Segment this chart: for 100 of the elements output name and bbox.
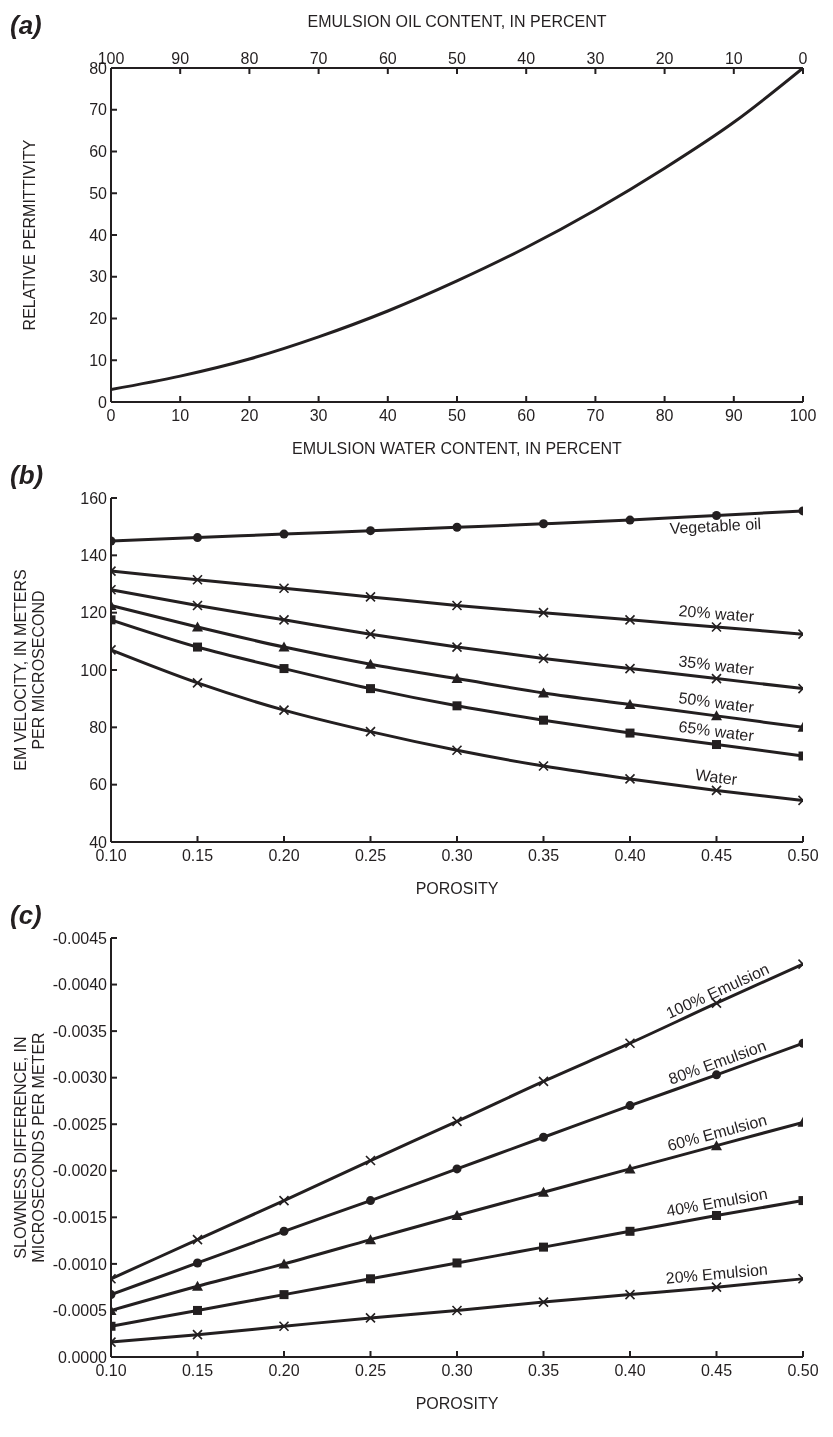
point — [365, 1155, 376, 1166]
point — [278, 641, 290, 652]
y-tick-label: 60 — [89, 776, 108, 794]
point — [193, 1305, 202, 1315]
point — [365, 591, 376, 603]
point — [538, 1186, 549, 1197]
text: Water — [694, 765, 739, 789]
point — [278, 1195, 290, 1206]
point — [192, 677, 203, 689]
point — [279, 529, 289, 539]
x-tick-label: 0.30 — [441, 1362, 473, 1380]
point — [365, 1234, 376, 1245]
point — [192, 1280, 203, 1291]
point — [451, 1209, 463, 1220]
y-tick-label: 10 — [89, 351, 108, 369]
point — [538, 687, 549, 698]
point — [624, 614, 636, 626]
x2-tick-label: 60 — [378, 50, 397, 67]
y-tick-label: 120 — [80, 604, 108, 622]
x-tick-label: 0.30 — [441, 847, 473, 865]
y-axis-title: EM VELOCITY, IN METERS PER MICROSECOND — [12, 569, 47, 771]
y-tick-label: -0.0035 — [52, 1022, 108, 1040]
point — [711, 621, 722, 633]
text: 50% water — [677, 689, 756, 716]
point — [193, 533, 202, 543]
x-tick-label: 0.15 — [181, 847, 214, 865]
point — [538, 653, 549, 664]
x-tick-label: 80 — [655, 407, 674, 425]
y-tick-label: 40 — [89, 226, 108, 244]
y-tick-label: -0.0005 — [52, 1302, 108, 1320]
x-tick-label: 0.25 — [354, 847, 387, 865]
y-tick-label: 50 — [89, 184, 108, 202]
point — [366, 526, 375, 536]
x-tick-label: 0.10 — [95, 1362, 127, 1380]
point — [538, 760, 549, 772]
point — [192, 574, 203, 585]
point — [365, 628, 376, 640]
y-tick-label: 0 — [98, 393, 108, 411]
point — [451, 600, 463, 611]
y-tick-label: 60 — [89, 143, 108, 161]
point — [624, 1037, 636, 1049]
point — [538, 1076, 549, 1087]
x-tick-label: 0.35 — [527, 1362, 560, 1380]
y-tick-label: -0.0030 — [52, 1069, 108, 1087]
point — [711, 1281, 722, 1293]
x2-tick-label: 30 — [586, 50, 605, 67]
point — [278, 1320, 290, 1332]
point — [279, 1290, 289, 1300]
y-tick-label: -0.0045 — [52, 929, 108, 947]
y-tick-label: 160 — [80, 489, 108, 507]
point — [365, 1312, 376, 1324]
x2-tick-label: 40 — [517, 50, 536, 67]
x-tick-label: 0.25 — [354, 1362, 387, 1380]
point — [192, 621, 203, 632]
point — [452, 701, 462, 711]
point — [278, 583, 290, 594]
point — [451, 1116, 463, 1127]
x-tick-label: 10 — [171, 407, 190, 425]
point — [712, 1210, 721, 1220]
point — [624, 663, 636, 674]
x-tick-label: 0.50 — [787, 1362, 819, 1380]
point — [539, 1242, 548, 1252]
x2-tick-label: 70 — [309, 50, 328, 67]
point — [279, 664, 289, 674]
point — [451, 673, 463, 684]
point — [366, 684, 375, 694]
x-tick-label: 50 — [448, 407, 466, 425]
point — [624, 1289, 636, 1300]
point — [625, 728, 635, 738]
series-label: 20% water — [677, 601, 756, 626]
point — [451, 1305, 463, 1316]
x2-axis-title: EMULSION OIL CONTENT, IN PERCENT — [307, 13, 607, 31]
point — [712, 510, 721, 520]
point — [452, 1164, 462, 1174]
x-tick-label: 20 — [240, 407, 259, 425]
y-tick-label: -0.0040 — [52, 976, 108, 994]
x-tick-label: 100 — [789, 407, 817, 425]
y-tick-label: -0.0025 — [52, 1115, 108, 1133]
point — [712, 740, 721, 750]
point — [278, 704, 290, 716]
y-tick-label: 140 — [80, 547, 108, 565]
point — [192, 1329, 203, 1340]
text: 60% Emulsion — [665, 1111, 769, 1155]
y-tick-label: -0.0020 — [52, 1162, 108, 1180]
x2-tick-label: 80 — [240, 50, 259, 67]
text: 40% Emulsion — [665, 1184, 769, 1220]
x2-tick-label: 10 — [724, 50, 743, 67]
point — [711, 785, 722, 796]
x-axis-title: POROSITY — [415, 1395, 499, 1412]
text: (a) — [10, 10, 42, 41]
point — [539, 1132, 548, 1142]
x2-tick-label: 90 — [171, 50, 190, 67]
x-tick-label: 40 — [378, 407, 397, 425]
point — [451, 744, 463, 756]
text: 65% water — [677, 717, 756, 745]
x2-tick-label: 50 — [448, 50, 466, 67]
x-tick-label: 30 — [309, 407, 328, 425]
point — [192, 600, 203, 611]
y-tick-label: 80 — [89, 719, 108, 737]
point — [539, 715, 548, 725]
